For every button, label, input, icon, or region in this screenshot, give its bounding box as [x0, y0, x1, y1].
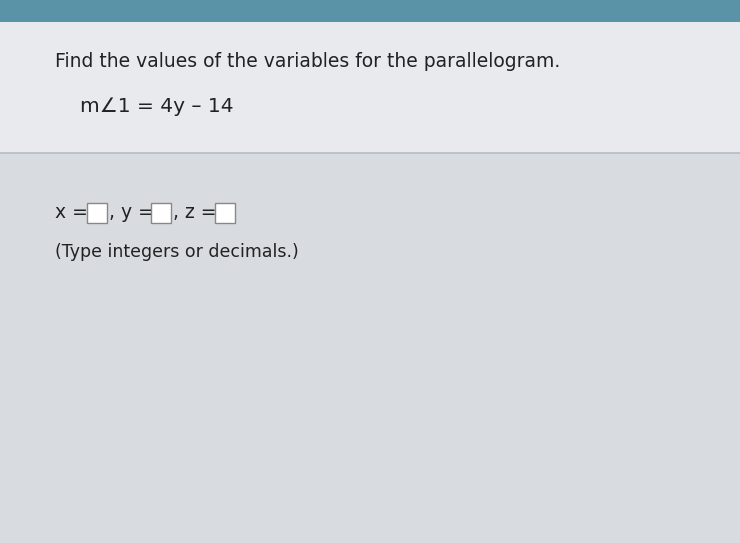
Bar	[215, 203, 235, 223]
Bar	[0, 153, 740, 543]
Bar	[87, 203, 107, 223]
Bar	[0, 22, 740, 153]
Text: , y =: , y =	[109, 204, 160, 223]
Text: m∠1 = 4y – 14: m∠1 = 4y – 14	[80, 97, 234, 116]
Text: (Type integers or decimals.): (Type integers or decimals.)	[55, 243, 299, 261]
Bar	[151, 203, 171, 223]
Text: Find the values of the variables for the parallelogram.: Find the values of the variables for the…	[55, 52, 560, 71]
Bar	[0, 0, 740, 22]
Text: , z =: , z =	[173, 204, 223, 223]
Text: x =: x =	[55, 204, 94, 223]
